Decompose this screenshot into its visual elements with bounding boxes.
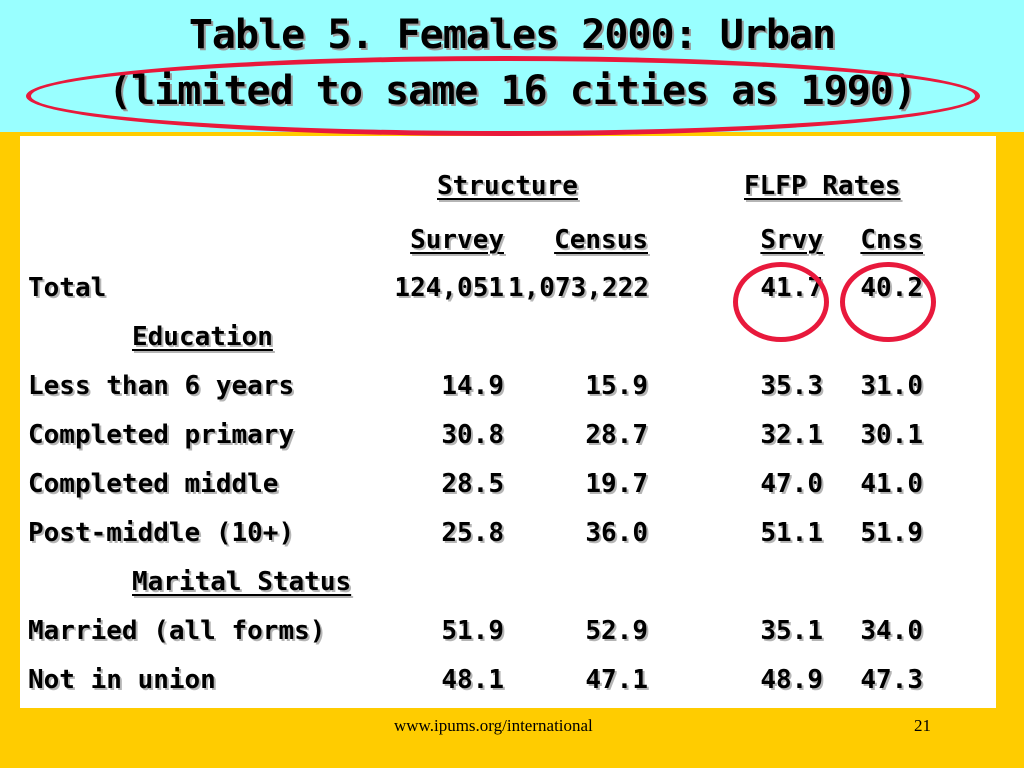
row-label: Completed primary [28,420,295,450]
cell-srvy: 35.3 [760,371,823,401]
cell-srvy: 48.9 [760,665,823,695]
footer-url: www.ipums.org/international [394,716,593,735]
cell-cnss: 30.1 [860,420,923,450]
header-cnss: Cnss [860,225,923,255]
cell-cnss: 34.0 [860,616,923,646]
cell-cnss: 31.0 [860,371,923,401]
cell-census: 36.0 [585,518,648,548]
cell-survey: 48.1 [441,665,504,695]
row-label: Post-middle (10+) [28,518,295,548]
cell-cnss: 41.0 [860,469,923,499]
cell-srvy: 35.1 [760,616,823,646]
title-band: Table 5. Females 2000: Urban (limited to… [0,0,1024,136]
header-srvy: Srvy [760,225,823,255]
header-census: Census [554,225,648,255]
cell-survey: 25.8 [441,518,504,548]
cell-survey: 14.9 [441,371,504,401]
cell-srvy: 47.0 [760,469,823,499]
header-flfp-rates: FLFP Rates [744,171,901,201]
header-survey: Survey [410,225,504,255]
cell-census: 1,073,222 [508,273,649,303]
cell-srvy: 51.1 [760,518,823,548]
row-label: Not in union [28,665,216,695]
cell-cnss: 47.3 [860,665,923,695]
section-heading: Marital Status [132,567,352,597]
section-heading: Education [132,322,273,352]
cell-survey: 30.8 [441,420,504,450]
cell-census: 15.9 [585,371,648,401]
cell-srvy: 32.1 [760,420,823,450]
table-panel: Structure FLFP Rates Survey Census Srvy … [20,136,996,708]
cell-census: 28.7 [585,420,648,450]
cell-census: 47.1 [585,665,648,695]
row-label: Total [28,273,107,303]
cell-census: 19.7 [585,469,648,499]
page-number: 21 [914,716,931,735]
row-label: Completed middle [28,469,279,499]
header-structure: Structure [437,171,578,201]
cell-survey: 124,051 [394,273,504,303]
cnss-total-highlight-circle [840,262,936,342]
slide-title-line-1: Table 5. Females 2000: Urban [188,12,836,58]
srvy-total-highlight-circle [733,262,829,342]
row-label: Married (all forms) [28,616,326,646]
title-highlight-circle [26,56,980,136]
cell-survey: 28.5 [441,469,504,499]
cell-survey: 51.9 [441,616,504,646]
cell-cnss: 51.9 [860,518,923,548]
cell-census: 52.9 [585,616,648,646]
row-label: Less than 6 years [28,371,295,401]
